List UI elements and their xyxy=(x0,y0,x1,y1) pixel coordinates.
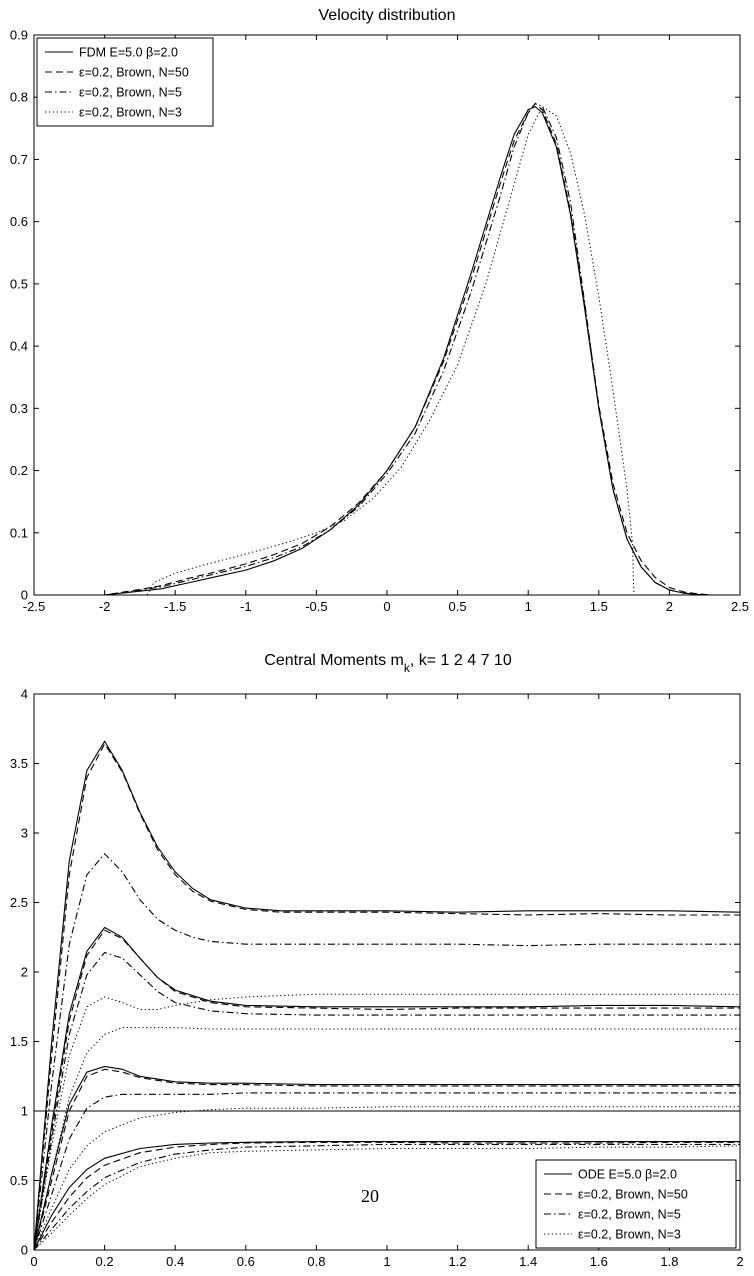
moments-x-tick-label: 1.8 xyxy=(660,1254,678,1269)
velocity-y-tick-label: 0.5 xyxy=(10,276,28,291)
moments-series-line xyxy=(33,1141,740,1251)
moments-x-tick-label: 0 xyxy=(30,1254,37,1269)
velocity-series-line xyxy=(34,105,740,596)
velocity-legend xyxy=(36,37,214,127)
velocity-x-tick-label: -2.5 xyxy=(23,599,45,614)
velocity-series-line xyxy=(34,102,740,596)
moments-series-line xyxy=(33,742,740,1251)
moments-y-tick-label: 0 xyxy=(21,1243,28,1258)
moments-series-line xyxy=(33,740,741,1251)
velocity-x-tick-label: -0.5 xyxy=(305,599,327,614)
velocity-x-tick-label: 2 xyxy=(666,599,673,614)
moments-series-line xyxy=(33,1068,740,1251)
velocity-legend-label: ε=0.2, Brown, N=3 xyxy=(79,106,182,120)
moments-x-tick-label: 0.8 xyxy=(307,1254,325,1269)
moments-x-tick-label: 1.2 xyxy=(449,1254,467,1269)
velocity-y-tick-label: 0.4 xyxy=(10,339,28,354)
velocity-legend-label: ε=0.2, Brown, N=50 xyxy=(79,66,189,80)
moments-title-rest: , k= 1 2 4 7 10 xyxy=(410,652,512,669)
velocity-y-tick-label: 0.2 xyxy=(10,463,28,478)
velocity-x-tick-label: -2 xyxy=(99,599,111,614)
velocity-series-line xyxy=(34,105,740,596)
velocity-x-tick-label: 0 xyxy=(383,599,390,614)
velocity-y-tick-label: 0.1 xyxy=(10,525,28,540)
velocity-y-tick-label: 0 xyxy=(21,588,28,603)
moments-x-tick-label: 1 xyxy=(383,1254,390,1269)
velocity-x-tick-label: -1.5 xyxy=(164,599,186,614)
velocity-x-tick-label: 1 xyxy=(525,599,532,614)
velocity-y-tick-label: 0.8 xyxy=(10,90,28,105)
moments-y-tick-label: 3.5 xyxy=(10,756,28,771)
moments-x-tick-label: 1.4 xyxy=(519,1254,537,1269)
velocity-x-tick-label: -1 xyxy=(240,599,252,614)
velocity-legend-label: ε=0.2, Brown, N=5 xyxy=(79,86,182,100)
velocity-x-tick-label: 2.5 xyxy=(731,599,749,614)
velocity-legend-label: FDM E=5.0 β=2.0 xyxy=(79,46,178,60)
moments-series-line xyxy=(33,1141,740,1251)
moments-series-line xyxy=(33,1092,740,1251)
moments-legend-label: ε=0.2, Brown, N=3 xyxy=(578,1228,681,1242)
moments-y-tick-label: 1.5 xyxy=(10,1034,28,1049)
moments-y-tick-label: 2.5 xyxy=(10,895,28,910)
velocity-series-line xyxy=(34,102,740,596)
moments-y-tick-label: 4 xyxy=(21,687,28,702)
moments-legend-label: ODE E=5.0 β=2.0 xyxy=(578,1168,677,1182)
page-number: 20 xyxy=(361,1186,379,1206)
moments-legend-label: ε=0.2, Brown, N=5 xyxy=(578,1208,681,1222)
moments-series-line xyxy=(33,1065,740,1251)
moments-x-tick-label: 0.6 xyxy=(237,1254,255,1269)
moments-y-tick-label: 0.5 xyxy=(10,1173,28,1188)
velocity-y-tick-label: 0.3 xyxy=(10,401,28,416)
velocity-y-tick-label: 0.6 xyxy=(10,214,28,229)
moments-legend xyxy=(535,1159,737,1249)
velocity-x-tick-label: 1.5 xyxy=(590,599,608,614)
central-moments-chart: 0 0.2 0.4 0.6 0.8 1 1.2 1.4 1.6 1.8 200.511.522.53… xyxy=(10,652,744,1269)
moments-title-main: Central Moments m xyxy=(264,652,404,669)
moments-x-tick-label: 0.2 xyxy=(96,1254,114,1269)
velocity-y-tick-label: 0.7 xyxy=(10,152,28,167)
moments-title-subscript: k xyxy=(404,661,411,675)
velocity-chart-title: Velocity distribution xyxy=(319,7,456,24)
moments-chart-title: Central Moments mk, k= 1 2 4 7 10 xyxy=(264,652,512,675)
moments-y-tick-label: 1 xyxy=(21,1104,28,1119)
moments-x-tick-label: 1.6 xyxy=(590,1254,608,1269)
velocity-distribution-chart: -2.5 -2 -1.5 -1 -0.5 0 0.5 1 1.5 2 2.5 0 0.1 0.2 0.3 0.… xyxy=(10,7,749,614)
velocity-y-tick-label: 0.9 xyxy=(10,28,28,43)
moments-legend-label: ε=0.2, Brown, N=50 xyxy=(578,1188,688,1202)
velocity-x-tick-label: 0.5 xyxy=(449,599,467,614)
moments-series-line xyxy=(33,926,741,1251)
moments-x-tick-label: 2 xyxy=(736,1254,743,1269)
moments-y-tick-label: 2 xyxy=(21,965,28,980)
moments-x-tick-label: 0.4 xyxy=(166,1254,184,1269)
moments-y-tick-label: 3 xyxy=(21,826,28,841)
moments-series-line xyxy=(33,852,740,1251)
moments-series-line xyxy=(33,929,740,1251)
